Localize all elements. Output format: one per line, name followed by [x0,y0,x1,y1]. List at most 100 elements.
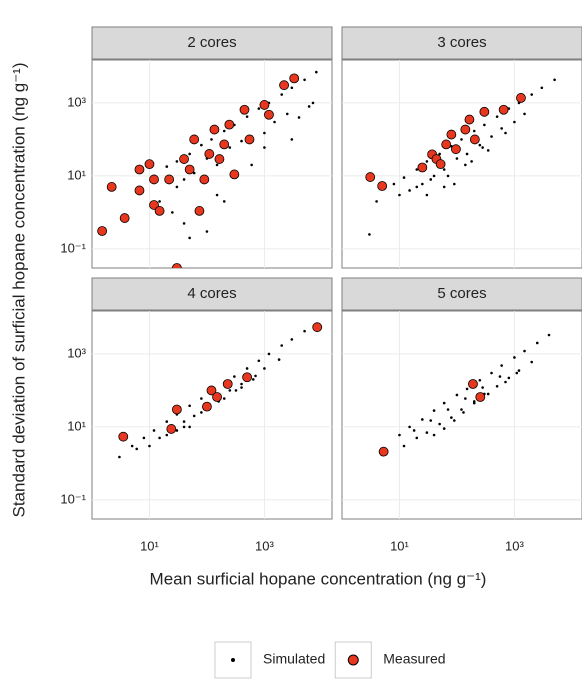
simulated-point [210,138,213,141]
simulated-point [250,163,253,167]
simulated-point [368,233,371,236]
facet-strip [91,26,333,60]
simulated-point [254,374,257,378]
simulated-point [290,138,294,141]
measured-point [378,446,389,457]
x-tick-label: 10¹ [140,538,159,553]
facet-strip [91,277,333,311]
simulated-point [240,386,243,389]
simulated-point [450,416,453,419]
legend-label: Simulated [263,651,325,667]
simulated-point [228,146,232,149]
measured-point [516,93,526,103]
simulated-point [182,178,186,181]
simulated-point [478,378,482,382]
measured-point [171,263,182,268]
simulated-point [415,185,419,189]
simulated-point [412,429,416,432]
facet-title: 4 cores [187,285,236,302]
simulated-point [455,393,459,397]
measured-point [214,154,225,164]
simulated-point [402,444,406,448]
measured-point [451,144,461,155]
simulated-point [408,425,411,429]
simulated-point [215,193,219,197]
measured-point [166,424,177,434]
simulated-point [442,401,446,405]
simulated-point [215,163,219,167]
simulated-point [165,165,169,168]
measured-point [244,134,255,145]
simulated-point [481,386,484,389]
measured-point [119,213,130,223]
simulated-point [517,369,521,372]
legend-label: Measured [383,651,445,667]
simulated-point [222,397,226,400]
simulated-point [523,349,526,353]
simulated-point [175,185,179,189]
simulated-point [200,397,203,400]
simulated-point [446,174,450,178]
simulated-point [165,420,169,423]
simulated-point [425,160,429,163]
measured-point [194,206,205,216]
measured-point [259,100,270,110]
simulated-point [478,143,482,147]
legend-symbol [347,654,359,666]
simulated-point [513,356,516,359]
simulated-point [432,174,436,178]
simulated-point [442,168,446,171]
simulated-point [446,408,450,411]
simulated-point [429,178,433,181]
simulated-point [148,444,151,448]
simulated-point [460,138,463,141]
simulated-point [530,360,534,364]
panel-background [341,59,582,269]
measured-point [222,379,233,389]
simulated-point [135,447,139,451]
y-tick-label: 10¹ [67,167,86,182]
measured-point [149,200,159,210]
simulated-point [233,375,236,378]
simulated-point [303,329,306,333]
measured-point [154,206,165,216]
measured-point [417,162,428,173]
facet-strip [341,26,582,60]
measured-point [365,172,376,182]
measured-point [189,134,200,145]
simulated-point [273,120,276,124]
measured-point [479,106,490,117]
simulated-point [245,115,249,118]
simulated-point [158,436,161,440]
simulated-point [222,129,226,133]
x-tick-label: 10³ [505,538,524,553]
simulated-point [182,222,186,225]
simulated-point [498,375,502,378]
simulated-point [500,127,503,130]
simulated-point [398,193,401,197]
simulated-point [432,433,436,437]
simulated-point [205,230,209,233]
simulated-point [495,384,499,388]
simulated-point [188,236,191,240]
simulated-point [486,149,490,152]
simulated-point [507,376,511,380]
measured-point [229,169,240,180]
measured-point [312,322,323,333]
simulated-point [547,333,551,337]
measured-point [184,164,195,175]
y-tick-label: 10³ [67,345,86,360]
simulated-point [481,146,484,149]
simulated-point [515,371,519,375]
simulated-point [257,359,261,363]
x-tick-label: 10³ [255,538,274,553]
simulated-point [429,419,433,422]
measured-point [171,404,182,415]
simulated-point [442,427,446,430]
measured-point [134,164,145,175]
simulated-point [540,86,544,90]
simulated-point [234,389,238,392]
simulated-point [425,193,429,197]
simulated-point [375,200,378,203]
